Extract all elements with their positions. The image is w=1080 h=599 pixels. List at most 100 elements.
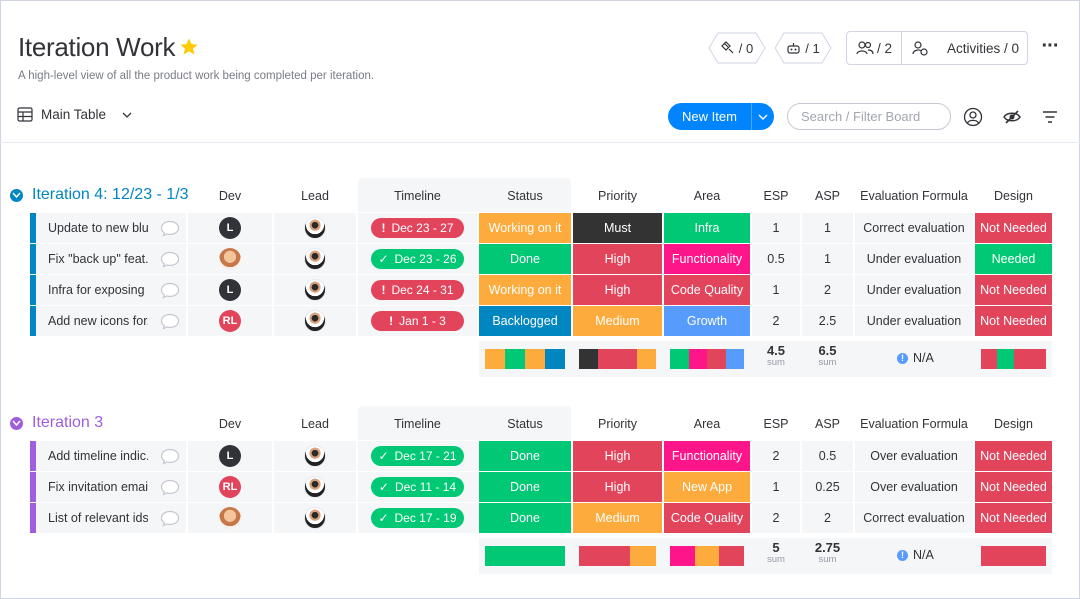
cell-evaluation[interactable]: Under evaluation	[855, 275, 973, 305]
cell-status[interactable]: Done	[479, 472, 571, 502]
cell-timeline[interactable]: ✓ Dec 11 - 14	[358, 472, 477, 502]
more-options-icon[interactable]: ···	[1041, 35, 1060, 57]
avatar-lead[interactable]	[304, 507, 326, 529]
table-row[interactable]: List of relevant ids... ✓ Dec 17 - 19 Done M…	[0, 503, 1080, 534]
new-item-button[interactable]: New Item	[668, 103, 774, 130]
cell-timeline[interactable]: ✓ Dec 17 - 21	[358, 441, 477, 471]
cell-design[interactable]: Not Needed	[975, 213, 1052, 243]
timeline-pill[interactable]: ✓ Dec 11 - 14	[371, 477, 464, 497]
cell-timeline[interactable]: ✓ Dec 23 - 26	[358, 244, 477, 274]
board-title[interactable]: Iteration Work	[18, 32, 176, 62]
cell-priority[interactable]: High	[573, 275, 662, 305]
view-selector[interactable]: Main Table	[17, 107, 136, 122]
cell-design[interactable]: Not Needed	[975, 441, 1052, 471]
timeline-pill[interactable]: ! Jan 1 - 3	[371, 311, 464, 331]
column-header-lead[interactable]: Lead	[301, 417, 329, 431]
table-row[interactable]: Fix invitation emai... RL ✓ Dec 11 - 14 Done…	[0, 472, 1080, 503]
column-header-priority[interactable]: Priority	[598, 417, 637, 431]
avatar-rl[interactable]: RL	[219, 310, 241, 332]
cell-design[interactable]: Not Needed	[975, 306, 1052, 336]
cell-evaluation[interactable]: Over evaluation	[855, 441, 973, 471]
members-button[interactable]: / 2	[847, 32, 902, 64]
cell-dev[interactable]: L	[188, 275, 272, 305]
avatar-lead[interactable]	[304, 248, 326, 270]
cell-area[interactable]: New App	[664, 472, 750, 502]
cell-esp[interactable]: 1	[752, 275, 800, 305]
avatar-lead[interactable]	[304, 476, 326, 498]
cell-asp[interactable]: 2	[802, 503, 853, 533]
cell-asp[interactable]: 2	[802, 275, 853, 305]
cell-esp[interactable]: 2	[752, 441, 800, 471]
avatar-rl[interactable]: RL	[219, 476, 241, 498]
avatar-photo[interactable]	[219, 507, 241, 529]
group-collapse-icon[interactable]	[10, 417, 23, 430]
cell-name[interactable]: Infra for exposing ...	[36, 275, 186, 305]
timeline-pill[interactable]: ✓ Dec 23 - 26	[371, 249, 464, 269]
cell-priority[interactable]: Medium	[573, 306, 662, 336]
cell-name[interactable]: Fix invitation emai...	[36, 472, 186, 502]
avatar-l[interactable]: L	[219, 279, 241, 301]
timeline-pill[interactable]: ! Dec 24 - 31	[371, 280, 464, 300]
table-row[interactable]: Add timeline indic... L ✓ Dec 17 - 21 Done Hi…	[0, 441, 1080, 472]
cell-esp[interactable]: 2	[752, 503, 800, 533]
comment-bubble-icon[interactable]	[160, 313, 260, 330]
avatar-photo[interactable]	[219, 248, 241, 270]
column-header-status[interactable]: Status	[507, 417, 543, 431]
avatar-lead[interactable]	[304, 310, 326, 332]
cell-dev[interactable]: L	[188, 441, 272, 471]
avatar-lead[interactable]	[304, 279, 326, 301]
cell-status[interactable]: Done	[479, 244, 571, 274]
cell-area[interactable]: Code Quality	[664, 503, 750, 533]
group-title[interactable]: Iteration 3	[32, 414, 104, 431]
column-header-evaluation[interactable]: Evaluation Formula	[860, 189, 968, 203]
cell-lead[interactable]	[274, 472, 356, 502]
cell-lead[interactable]	[274, 306, 356, 336]
column-header-esp[interactable]: ESP	[763, 417, 789, 431]
cell-area[interactable]: Infra	[664, 213, 750, 243]
cell-timeline[interactable]: ! Jan 1 - 3	[358, 306, 477, 336]
cell-area[interactable]: Code Quality	[664, 275, 750, 305]
cell-asp[interactable]: 0.5	[802, 441, 853, 471]
automations-button[interactable]: / 1	[774, 32, 832, 64]
group-collapse-icon[interactable]	[10, 189, 23, 202]
column-header-dev[interactable]: Dev	[218, 189, 242, 203]
avatar-l[interactable]: L	[219, 217, 241, 239]
column-header-priority[interactable]: Priority	[598, 189, 637, 203]
table-row[interactable]: Infra for exposing ... L ! Dec 24 - 31 Worki…	[0, 275, 1080, 306]
cell-lead[interactable]	[274, 244, 356, 274]
cell-esp[interactable]: 0.5	[752, 244, 800, 274]
comment-bubble-icon[interactable]	[160, 251, 260, 268]
cell-name[interactable]: List of relevant ids...	[36, 503, 186, 533]
table-row[interactable]: Update to new blu... L! Dec 23 - 27 Working…	[0, 213, 1080, 244]
cell-priority[interactable]: Medium	[573, 503, 662, 533]
column-header-esp[interactable]: ESP	[763, 189, 789, 203]
column-header-area[interactable]: Area	[693, 189, 721, 203]
cell-design[interactable]: Not Needed	[975, 503, 1052, 533]
cell-priority[interactable]: High	[573, 441, 662, 471]
column-header-design[interactable]: Design	[994, 417, 1033, 431]
new-item-dropdown[interactable]	[751, 103, 774, 130]
star-icon[interactable]	[179, 37, 199, 57]
group-title[interactable]: Iteration 4: 12/23 - 1/3	[32, 186, 189, 203]
avatar-lead[interactable]	[304, 217, 326, 239]
column-header-status[interactable]: Status	[507, 189, 543, 203]
cell-lead[interactable]	[274, 213, 356, 243]
column-header-timeline[interactable]: Timeline	[394, 189, 441, 203]
cell-lead[interactable]	[274, 275, 356, 305]
cell-dev[interactable]: RL	[188, 472, 272, 502]
cell-evaluation[interactable]: Correct evaluation	[855, 503, 973, 533]
comment-bubble-icon[interactable]	[160, 282, 260, 299]
cell-asp[interactable]: 1	[802, 244, 853, 274]
table-row[interactable]: Fix "back up" feat... ✓ Dec 23 - 26 Done Hig…	[0, 244, 1080, 275]
column-header-dev[interactable]: Dev	[218, 417, 242, 431]
comment-bubble-icon[interactable]	[160, 448, 260, 465]
cell-esp[interactable]: 2	[752, 306, 800, 336]
cell-status[interactable]: Working on it	[479, 275, 571, 305]
cell-dev[interactable]: RL	[188, 306, 272, 336]
cell-evaluation[interactable]: Over evaluation	[855, 472, 973, 502]
cell-esp[interactable]: 1	[752, 213, 800, 243]
filter-icon[interactable]	[1040, 107, 1060, 127]
cell-name[interactable]: Add timeline indic...	[36, 441, 186, 471]
cell-dev[interactable]	[188, 244, 272, 274]
cell-evaluation[interactable]: Correct evaluation	[855, 213, 973, 243]
